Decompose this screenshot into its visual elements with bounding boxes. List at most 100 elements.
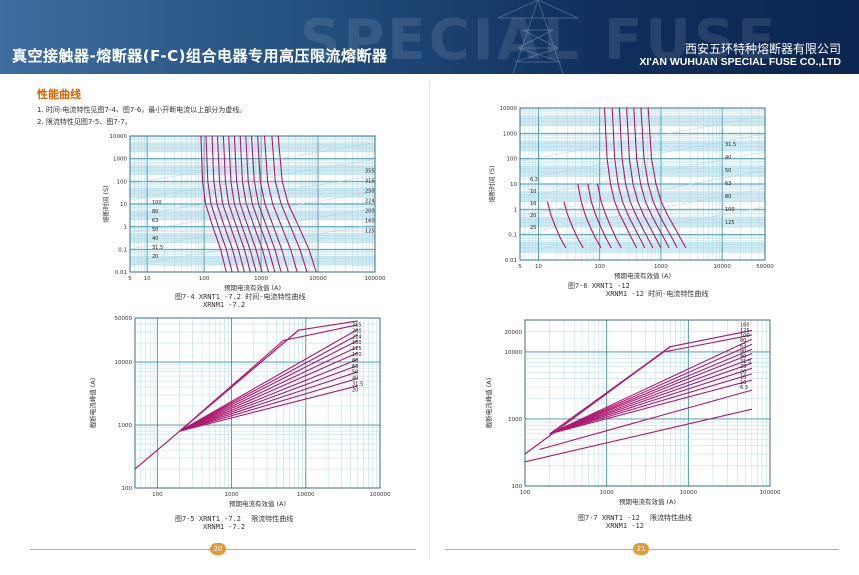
rating-label: 50 — [740, 349, 746, 355]
curve-series — [211, 135, 239, 273]
caption-7-7: 图7-7 XRNT1 -12 限流特性曲线 XRNM1 -12 — [578, 514, 692, 530]
curve-series — [179, 334, 358, 432]
rating-label: 125 — [352, 346, 362, 352]
curve-series — [596, 183, 622, 249]
curve-series — [647, 107, 687, 249]
curve-series — [250, 135, 282, 273]
figure-7-7: 100 1000 10000 100000 20000 10000 1000 100 预期电流有… — [480, 314, 790, 506]
rating-label: 160 — [740, 323, 750, 329]
company-name-cn: 西安五环特种熔断器有限公司 — [684, 42, 841, 56]
figure-7-5: 100 1000 10000 100000 50000 10000 1000 100 预期电流有… — [80, 312, 400, 508]
rating-label: 25 — [530, 225, 536, 231]
rating-label: 50 — [152, 227, 158, 233]
y-tick-label: 1 — [124, 225, 128, 231]
rating-label: 31.5 — [725, 142, 736, 148]
x-tick-label: 1000 — [254, 276, 268, 282]
rating-label: 6.3 — [740, 385, 748, 391]
y-tick-label: 100 — [117, 179, 128, 185]
rating-label: 31.5 — [352, 382, 363, 388]
guide-line — [129, 224, 376, 266]
rating-label: 16 — [530, 201, 536, 207]
rating-label: 16 — [740, 375, 746, 381]
curve-series — [546, 201, 567, 249]
x-tick-label: 5 — [128, 276, 132, 282]
curve-series — [179, 377, 358, 432]
curve-series — [222, 135, 251, 273]
caption-title: 时间-电流特性曲线 — [245, 293, 306, 301]
curve-series — [549, 338, 753, 435]
y-tick-label: 1000 — [118, 423, 132, 429]
rating-label: 20 — [352, 387, 358, 393]
curve-series — [640, 107, 678, 249]
rating-label: 20 — [530, 213, 536, 219]
x-tick-label: 100 — [594, 264, 605, 270]
curve-series — [633, 107, 670, 249]
rating-label: 100 — [725, 207, 735, 213]
x-tick-label: 100 — [520, 490, 531, 496]
guide-line — [129, 207, 376, 250]
page-rule-left-a — [30, 549, 210, 550]
cut-off-current-chart-7-2: 100 1000 10000 100000 50000 10000 1000 100 预期电流有… — [88, 316, 391, 508]
rating-label: 200 — [365, 209, 375, 215]
rating-label: 25 — [740, 364, 746, 370]
plot-frame — [519, 107, 766, 261]
curve-series — [626, 107, 662, 249]
y-tick-label: 1000 — [503, 131, 517, 137]
y-tick-label: 50000 — [115, 316, 133, 322]
rating-label: 355 — [365, 169, 375, 175]
curve-series — [549, 357, 753, 435]
caption-model-1: XRNT1 -12 — [591, 282, 630, 290]
caption-label: 图7-5 — [175, 515, 195, 523]
curve-series — [549, 379, 753, 435]
rating-label: 63 — [152, 218, 158, 224]
curve-series — [549, 334, 753, 435]
caption-model-2: XRNM1 -12 — [606, 290, 644, 298]
curve-series — [179, 324, 358, 432]
rating-label: 80 — [725, 194, 731, 200]
figure-7-4: 5 10 100 1000 10000 100000 10000 1000 100 10 1 0.1 0… — [100, 130, 400, 292]
curve-series — [271, 135, 308, 273]
rating-label: 40 — [152, 236, 158, 242]
x-tick-label: 10000 — [713, 264, 731, 270]
rating-label: 160 — [352, 340, 362, 346]
rating-label: 125 — [740, 328, 750, 334]
y-tick-label: 1000 — [113, 157, 127, 163]
y-axis-label: 截断电流峰值 (A) — [88, 378, 97, 429]
grid-band — [130, 188, 375, 198]
rating-label: 50 — [352, 370, 358, 376]
x-tick-label: 5 — [518, 264, 522, 270]
banner-watermark: SPECIAL FUSE — [300, 8, 779, 73]
curve-series — [263, 135, 298, 273]
x-tick-label: 10000 — [680, 490, 698, 496]
curve-series — [239, 135, 270, 273]
x-tick-label: 100 — [152, 492, 163, 498]
time-current-chart-12: 5 10 100 1000 10000 50000 10000 1000 100 10 1 0.1 0.… — [487, 106, 774, 280]
curve-series — [233, 135, 263, 273]
curve-series — [257, 135, 289, 273]
y-tick-label: 100 — [507, 157, 518, 163]
curve-series — [577, 183, 602, 249]
caption-model-2: XRNM1 -7.2 — [203, 523, 246, 531]
curve-series — [549, 352, 753, 435]
curve-series — [205, 135, 233, 273]
plot-frame — [134, 317, 381, 489]
x-tick-label: 1000 — [600, 490, 614, 496]
curve-series — [549, 343, 753, 435]
guide-line — [129, 175, 376, 217]
rating-label: 315 — [365, 179, 375, 185]
y-tick-label: 10000 — [505, 350, 523, 356]
x-axis-label: 预期电流有效值 (A) — [619, 497, 676, 506]
guide-line — [519, 206, 766, 253]
y-tick-label: 0.01 — [505, 258, 517, 264]
curve-series — [549, 367, 753, 435]
guide-line — [129, 158, 376, 201]
rating-label: 280 — [352, 328, 362, 334]
y-axis-label: 熔断时间 (S) — [487, 165, 496, 202]
rating-label: 40 — [740, 354, 746, 360]
guide-line — [519, 151, 766, 198]
caption-label: 图7-6 — [568, 282, 588, 290]
x-tick-label: 10000 — [297, 492, 315, 498]
page-rule-left-b — [226, 549, 416, 550]
x-tick-label: 100 — [199, 276, 210, 282]
note-2: 2. 限流特性见图7-5、图7-7。 — [37, 118, 132, 126]
